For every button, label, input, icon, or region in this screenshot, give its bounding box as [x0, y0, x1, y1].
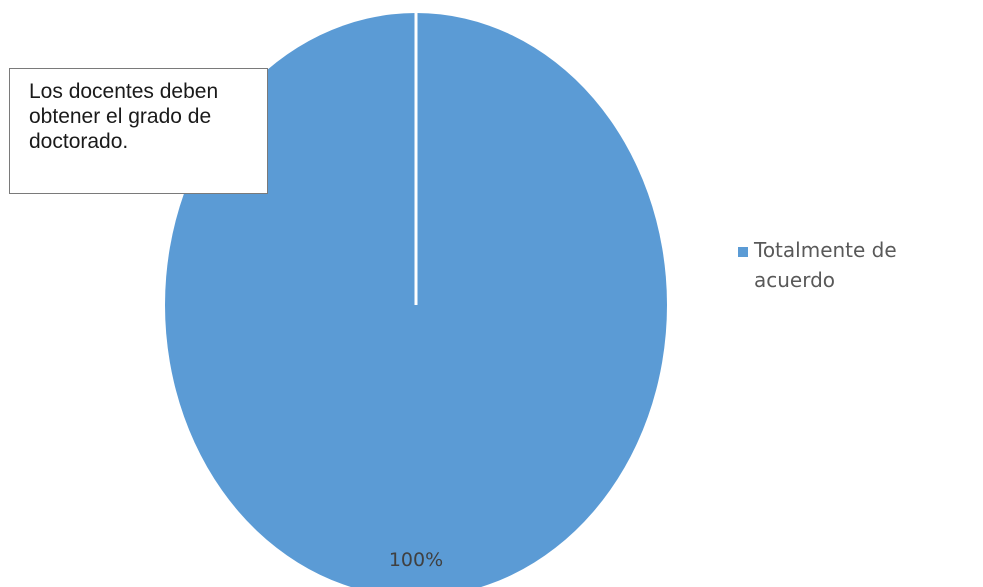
data-label-totalmente-de-acuerdo: 100% [389, 549, 443, 571]
legend-label-totalmente-de-acuerdo: Totalmente de acuerdo [754, 238, 897, 292]
chart-title: Los docentes deben obtener el grado de d… [9, 68, 268, 194]
legend-swatch-totalmente-de-acuerdo [738, 247, 748, 257]
chart-legend: Totalmente de acuerdo [738, 235, 964, 295]
